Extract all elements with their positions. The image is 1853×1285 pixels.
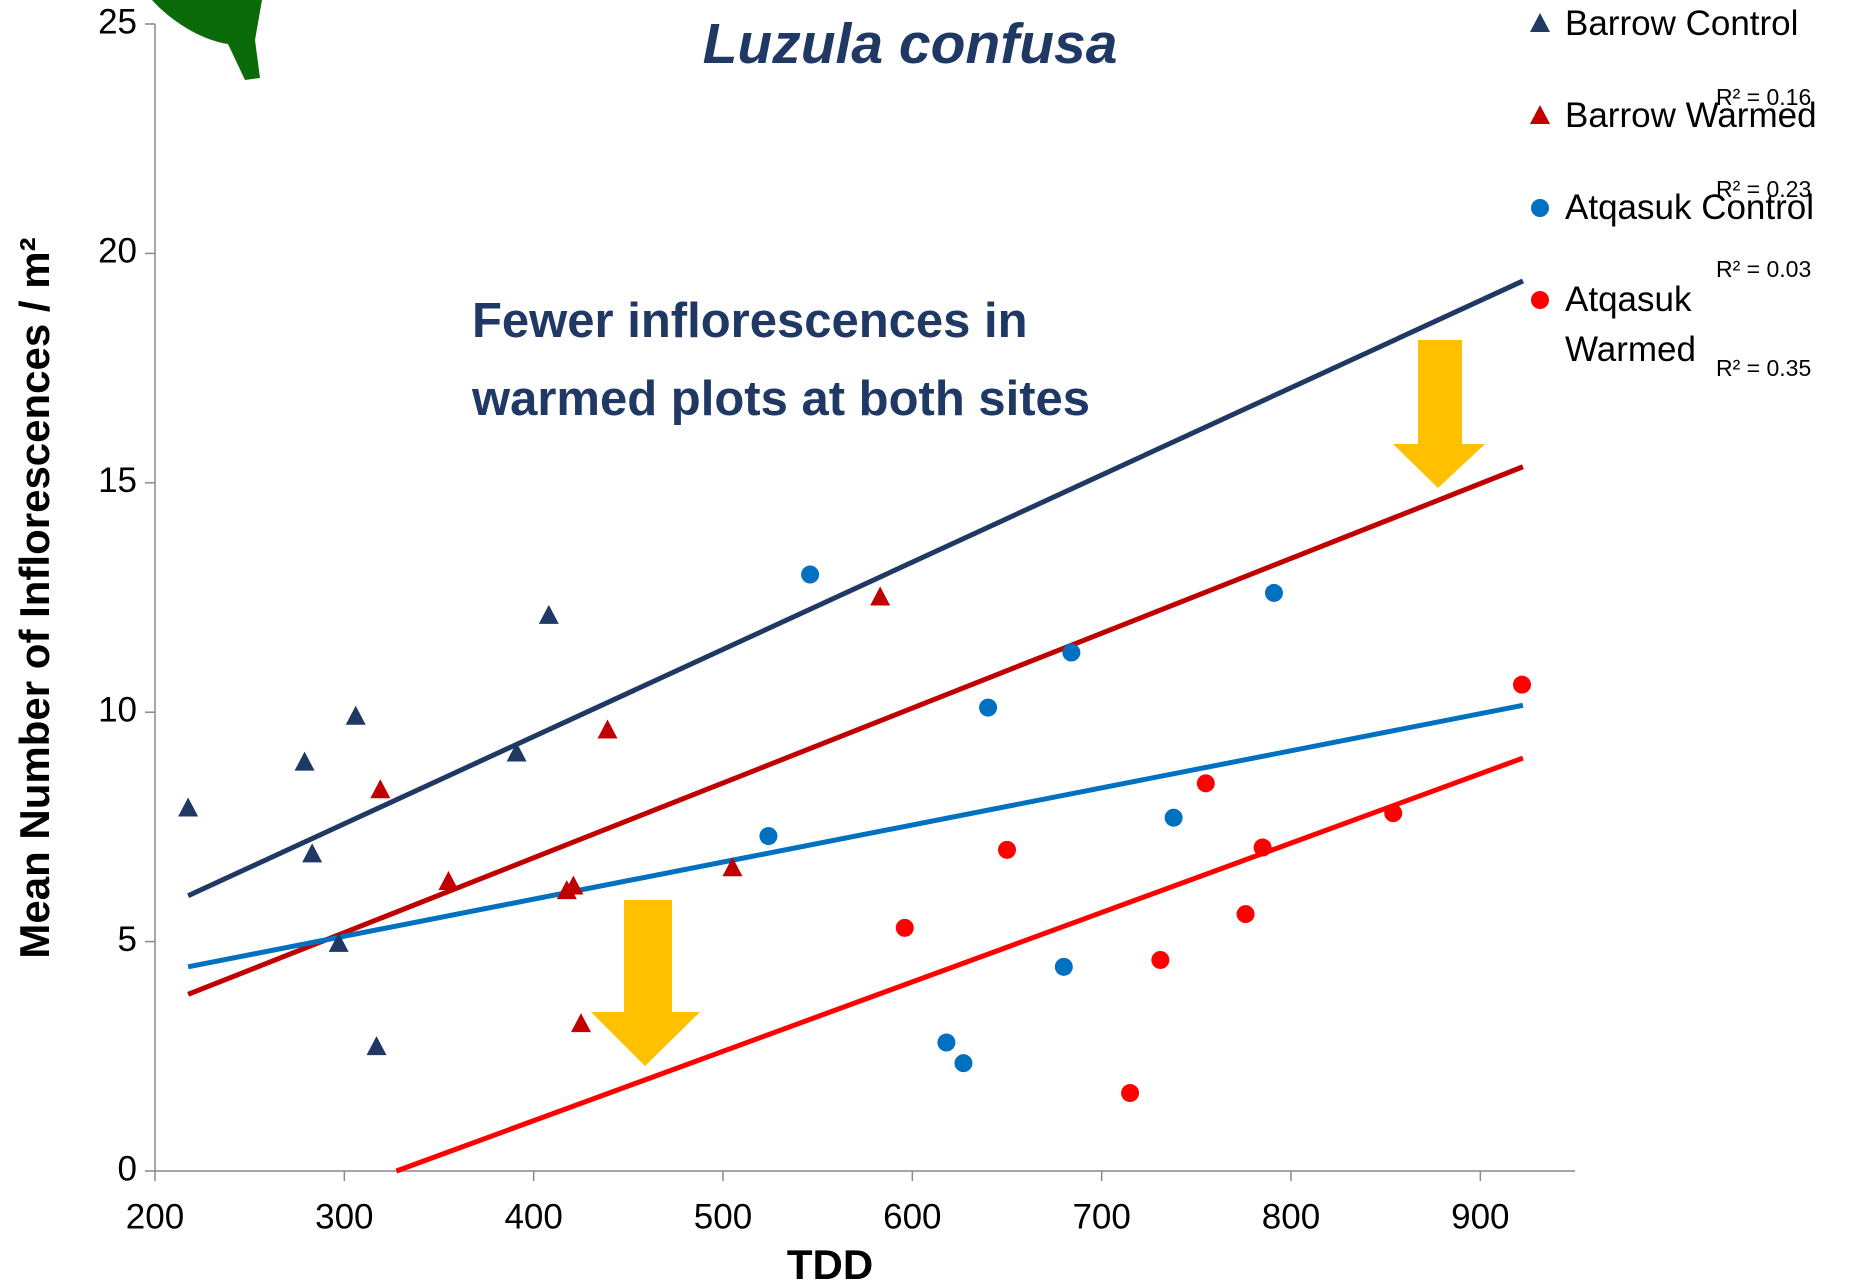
point [1265,584,1283,602]
x-tick-label: 600 [883,1197,941,1236]
point [979,699,997,717]
point [178,798,198,817]
legend-label: Atqasuk Warmed [1565,275,1725,375]
legend-marker [1530,105,1550,124]
arrow [591,900,700,1066]
annotation: Fewer inflorescences in warmed plots at … [472,282,1192,438]
point [954,1054,972,1072]
y-tick-label: 0 [118,1149,137,1188]
point [598,720,618,739]
legend-marker [1531,291,1549,309]
y-tick-label: 5 [118,920,137,959]
chart: Luzula confusa TDD Mean Number of Inflor… [0,0,1853,1285]
point [1151,951,1169,969]
x-tick-label: 500 [694,1197,752,1236]
point [370,779,390,798]
point [1513,676,1531,694]
point [571,1013,591,1032]
point [1121,1084,1139,1102]
point [896,919,914,937]
point [1197,774,1215,792]
legend-label: Barrow Control [1565,0,1853,49]
point [1384,804,1402,822]
point [302,843,322,862]
legend-label: Atqasuk Control [1565,183,1853,233]
x-tick-label: 400 [504,1197,562,1236]
point [346,706,366,725]
y-axis-title: Mean Number of Inflorescences / m² [11,237,58,958]
logo-leaf [152,0,262,80]
y-tick-label: 10 [98,690,137,729]
point [367,1036,387,1055]
point [1055,958,1073,976]
chart-title: Luzula confusa [703,12,1118,76]
point [998,841,1016,859]
trend-line [396,758,1523,1171]
point [539,605,559,624]
x-axis-title: TDD [787,1241,873,1285]
point [1062,644,1080,662]
point [1254,839,1272,857]
y-tick-label: 20 [98,232,137,271]
point [295,752,315,771]
point [438,871,458,890]
trend-line [188,467,1523,995]
x-tick-label: 200 [126,1197,184,1236]
legend-marker [1530,13,1550,32]
y-tick-label: 25 [98,2,137,41]
point [1237,905,1255,923]
r2-label: R² = 0.35 [1716,355,1811,382]
point [870,587,890,606]
trend-line [188,705,1523,967]
y-tick-label: 15 [98,461,137,500]
arrow [1393,340,1485,488]
point [801,566,819,584]
point [759,827,777,845]
point [1165,809,1183,827]
point [937,1034,955,1052]
x-tick-label: 900 [1451,1197,1509,1236]
r2-label: R² = 0.03 [1716,256,1811,283]
x-tick-label: 700 [1072,1197,1130,1236]
x-tick-label: 800 [1262,1197,1320,1236]
legend-label: Barrow Warmed [1565,91,1853,141]
legend-marker [1531,199,1549,217]
x-tick-label: 300 [315,1197,373,1236]
arrows [591,340,1485,1066]
